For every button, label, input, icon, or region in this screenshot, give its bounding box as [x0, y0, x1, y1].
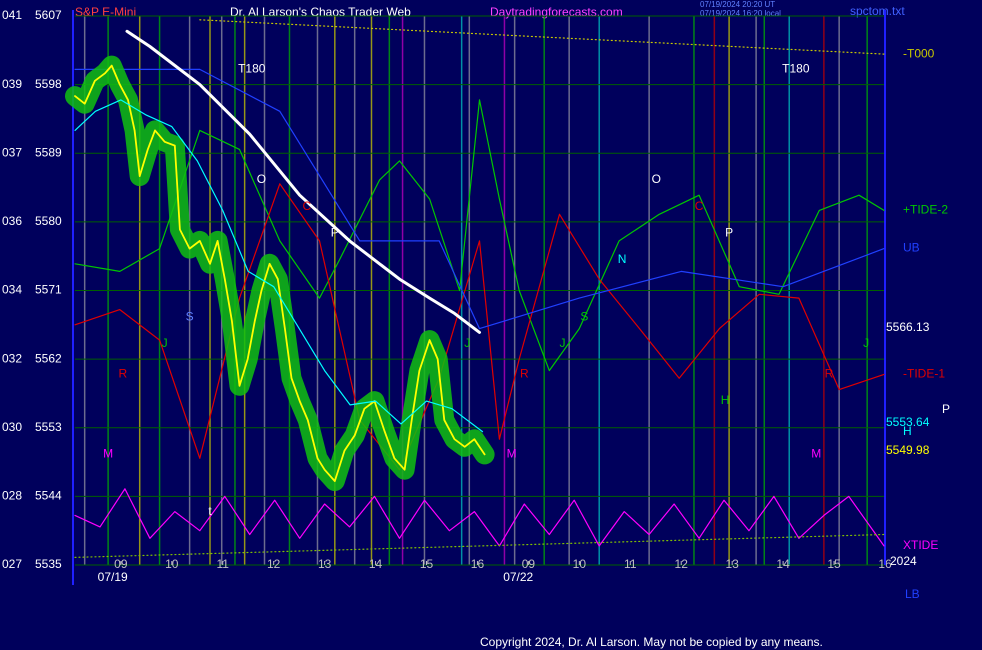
x-tick-label: 11 — [624, 557, 637, 571]
level-label: 5566.13 — [886, 320, 930, 334]
annotation: M — [811, 447, 821, 461]
plot-area: 5535 027 5544 028 5553 030 5562 032 5571 034 5580 0… — [2, 8, 948, 585]
chart-title: Dr. Al Larson's Chaos Trader Web — [230, 5, 411, 19]
annotation: S — [186, 309, 194, 323]
right-note: P — [942, 402, 950, 416]
x-tick-label: 14 — [369, 557, 383, 571]
angle-label: 027 — [2, 557, 22, 571]
x-tick-label: 13 — [725, 557, 739, 571]
annotation: T180 — [782, 62, 810, 76]
annotation: t — [208, 504, 212, 518]
annotation: S — [580, 309, 588, 323]
x-tick-label: 13 — [318, 557, 332, 571]
series-label: -TIDE-1 — [903, 367, 945, 381]
annotation: O — [652, 172, 661, 186]
x-tick-label: 14 — [776, 557, 790, 571]
timestamp: 07/19/2024 16:20 local — [700, 9, 781, 18]
timestamp: 07/19/2024 20:20 UT — [700, 0, 775, 9]
date-label: 07/19 — [98, 570, 128, 584]
date-label: 07/22 — [503, 570, 533, 584]
annotation: M — [103, 447, 113, 461]
file-name: spctom.txt — [850, 4, 905, 18]
x-tick-label: 15 — [827, 557, 841, 571]
right-note: LB — [905, 587, 920, 601]
angle-label: 028 — [2, 489, 22, 503]
annotation: R — [825, 367, 834, 381]
right-note: 2024 — [890, 554, 917, 568]
angle-label: 036 — [2, 214, 22, 228]
series-label: XTIDE — [903, 538, 938, 552]
series-line — [74, 183, 885, 471]
series-label: -T000 — [903, 46, 935, 60]
series-label: UB — [903, 241, 920, 255]
y-tick-label: 5553 — [35, 420, 62, 434]
chart-subtitle: Daytradingforecasts.com — [490, 5, 623, 19]
series-line — [74, 533, 885, 558]
x-tick-label: 12 — [675, 557, 689, 571]
angle-label: 037 — [2, 145, 22, 159]
annotation: M — [507, 447, 517, 461]
right-note: H — [903, 424, 912, 438]
copyright: Copyright 2024, Dr. Al Larson. May not b… — [480, 635, 823, 649]
series-line — [74, 64, 486, 482]
annotation: C — [695, 199, 704, 213]
x-tick-label: 11 — [217, 557, 230, 571]
y-tick-label: 5580 — [35, 214, 62, 228]
y-tick-label: 5589 — [35, 145, 62, 159]
series-line — [74, 99, 885, 372]
annotation: H — [721, 393, 730, 407]
annotation: P — [725, 225, 733, 239]
annotation: J — [162, 336, 168, 350]
angle-label: 032 — [2, 351, 22, 365]
series-line — [74, 488, 885, 547]
annotation: J — [464, 336, 470, 350]
series-label: +TIDE-2 — [903, 203, 948, 217]
y-tick-label: 5544 — [35, 489, 62, 503]
annotation: R — [119, 367, 128, 381]
angle-label: 041 — [2, 8, 22, 22]
x-tick-label: 12 — [267, 557, 281, 571]
series-line — [74, 68, 885, 330]
y-tick-label: 5607 — [35, 8, 62, 22]
series-line — [74, 99, 484, 433]
annotation: P — [331, 225, 339, 239]
annotation: O — [257, 172, 266, 186]
level-label: 5553.64 — [886, 415, 930, 429]
x-tick-label: 09 — [522, 557, 536, 571]
x-tick-label: 09 — [114, 557, 128, 571]
angle-label: 030 — [2, 420, 22, 434]
annotation: J — [863, 336, 869, 350]
x-tick-label: 15 — [420, 557, 434, 571]
level-label: 5549.98 — [886, 443, 930, 457]
annotation: J — [560, 336, 566, 350]
y-tick-label: 5598 — [35, 77, 62, 91]
x-tick-label: 16 — [471, 557, 485, 571]
x-tick-label: 10 — [573, 557, 587, 571]
annotation: C — [302, 199, 311, 213]
series-line — [125, 29, 481, 334]
angle-label: 034 — [2, 283, 22, 297]
y-tick-label: 5535 — [35, 557, 62, 571]
annotation: T180 — [238, 62, 266, 76]
y-tick-label: 5562 — [35, 351, 62, 365]
angle-label: 039 — [2, 77, 22, 91]
y-tick-label: 5571 — [35, 283, 62, 297]
annotation: N — [618, 252, 627, 266]
annotation: R — [520, 367, 529, 381]
x-tick-label: 10 — [165, 557, 179, 571]
